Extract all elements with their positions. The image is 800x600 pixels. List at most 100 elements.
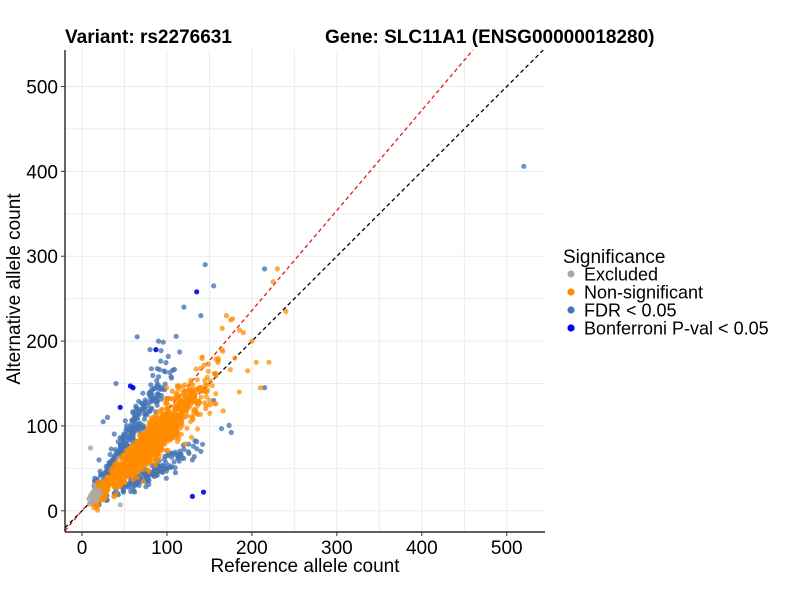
point-fdr bbox=[189, 457, 195, 463]
point-nonsignificant bbox=[130, 467, 136, 473]
point-fdr bbox=[140, 390, 146, 396]
point-nonsignificant bbox=[150, 451, 156, 458]
point-nonsignificant bbox=[187, 419, 194, 425]
point-bonferroni bbox=[117, 404, 123, 410]
point-bonferroni bbox=[130, 385, 136, 391]
data-points bbox=[86, 163, 527, 513]
point-nonsignificant bbox=[245, 368, 251, 374]
point-nonsignificant bbox=[152, 462, 159, 468]
point-nonsignificant bbox=[117, 483, 123, 489]
point-fdr bbox=[155, 393, 161, 399]
legend: Significance ExcludedNon-significantFDR … bbox=[563, 247, 769, 339]
point-fdr bbox=[137, 406, 143, 412]
point-nonsignificant bbox=[156, 444, 163, 450]
point-nonsignificant bbox=[169, 417, 175, 423]
point-nonsignificant bbox=[274, 266, 280, 272]
point-nonsignificant bbox=[198, 365, 204, 371]
point-fdr bbox=[111, 431, 117, 437]
point-fdr bbox=[134, 334, 140, 340]
point-fdr bbox=[133, 403, 139, 409]
point-nonsignificant bbox=[151, 443, 157, 449]
point-nonsignificant bbox=[182, 441, 188, 447]
legend-label: Bonferroni P-val < 0.05 bbox=[584, 319, 769, 339]
point-fdr bbox=[181, 304, 187, 310]
tick-labels: 0 100 200 300 400 500 0 100 200 300 400 500 bbox=[26, 77, 522, 559]
point-nonsignificant bbox=[195, 386, 201, 392]
point-fdr bbox=[160, 339, 166, 345]
point-nonsignificant bbox=[184, 425, 190, 431]
chart-title-gene: Gene: SLC11A1 (ENSG00000018280) bbox=[325, 27, 655, 48]
point-excluded bbox=[98, 491, 104, 497]
point-fdr bbox=[148, 366, 154, 372]
point-fdr bbox=[165, 353, 171, 359]
point-nonsignificant bbox=[189, 389, 195, 395]
point-nonsignificant bbox=[193, 366, 199, 372]
point-nonsignificant bbox=[175, 401, 181, 407]
point-fdr bbox=[154, 472, 160, 478]
point-nonsignificant bbox=[172, 395, 179, 401]
point-fdr bbox=[148, 406, 154, 412]
point-nonsignificant bbox=[187, 398, 193, 404]
point-fdr bbox=[211, 283, 217, 289]
point-nonsignificant bbox=[205, 361, 212, 367]
point-fdr bbox=[126, 427, 132, 433]
point-fdr bbox=[192, 438, 198, 444]
point-fdr bbox=[115, 449, 122, 455]
point-nonsignificant bbox=[131, 463, 137, 469]
point-nonsignificant bbox=[249, 338, 255, 344]
x-axis-label: Reference allele count bbox=[210, 556, 400, 577]
point-fdr bbox=[131, 483, 137, 489]
point-nonsignificant bbox=[190, 382, 196, 388]
point-nonsignificant bbox=[206, 397, 212, 404]
point-nonsignificant bbox=[199, 355, 205, 361]
point-nonsignificant bbox=[154, 429, 160, 435]
point-nonsignificant bbox=[165, 435, 171, 441]
point-nonsignificant bbox=[169, 388, 175, 394]
y-tick-label: 300 bbox=[26, 247, 58, 268]
point-nonsignificant bbox=[137, 450, 143, 456]
y-tick-label: 200 bbox=[26, 332, 58, 353]
point-fdr bbox=[194, 446, 200, 452]
point-fdr bbox=[155, 338, 162, 344]
point-nonsignificant bbox=[188, 434, 195, 440]
y-tick-label: 500 bbox=[26, 77, 58, 98]
point-fdr bbox=[150, 372, 156, 379]
legend-label: Excluded bbox=[584, 265, 658, 285]
point-fdr bbox=[158, 358, 164, 364]
point-nonsignificant bbox=[220, 348, 226, 354]
point-fdr bbox=[262, 266, 268, 272]
legend-key-dot bbox=[567, 324, 575, 332]
point-nonsignificant bbox=[227, 367, 233, 373]
point-fdr bbox=[181, 446, 187, 452]
point-nonsignificant bbox=[270, 279, 276, 285]
point-nonsignificant bbox=[132, 444, 138, 450]
point-nonsignificant bbox=[155, 423, 161, 429]
legend-key-dot bbox=[567, 288, 575, 296]
point-nonsignificant bbox=[219, 325, 225, 331]
point-fdr bbox=[96, 457, 102, 463]
point-nonsignificant bbox=[164, 385, 170, 391]
point-nonsignificant bbox=[220, 408, 226, 414]
point-nonsignificant bbox=[204, 374, 210, 380]
axes bbox=[61, 50, 545, 536]
point-nonsignificant bbox=[150, 419, 156, 425]
point-nonsignificant bbox=[175, 405, 181, 411]
point-fdr bbox=[113, 380, 119, 387]
point-nonsignificant bbox=[236, 327, 243, 333]
point-fdr bbox=[170, 367, 176, 373]
point-nonsignificant bbox=[120, 454, 126, 460]
point-nonsignificant bbox=[145, 432, 151, 438]
point-nonsignificant bbox=[146, 459, 152, 465]
x-tick-label: 200 bbox=[236, 538, 268, 559]
legend-title: Significance bbox=[563, 247, 665, 268]
x-tick-label: 500 bbox=[491, 538, 523, 559]
point-nonsignificant bbox=[283, 308, 289, 314]
point-nonsignificant bbox=[110, 479, 116, 485]
point-fdr bbox=[131, 417, 137, 423]
point-fdr bbox=[163, 360, 169, 366]
x-tick-label: 0 bbox=[77, 538, 88, 559]
point-fdr bbox=[108, 446, 114, 452]
point-nonsignificant bbox=[196, 399, 202, 405]
